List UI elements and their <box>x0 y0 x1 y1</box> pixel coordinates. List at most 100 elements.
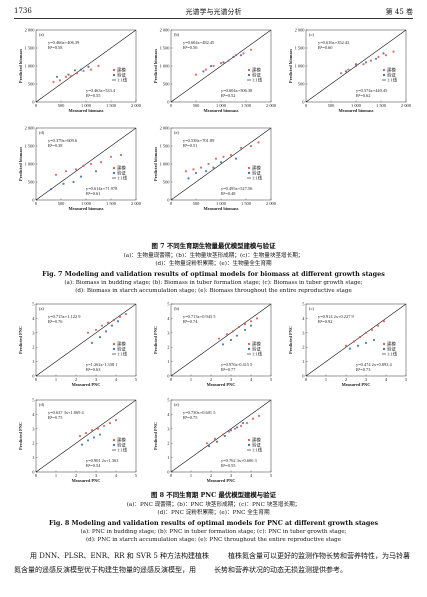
x-axis-label: Measured PNC <box>207 382 236 387</box>
point <box>369 59 373 62</box>
point <box>344 70 348 73</box>
figure-caption-en: Fig. 8 Modeling and validation results o… <box>48 519 379 527</box>
panel-label: (a) <box>39 32 44 37</box>
y-tick-label: 5 <box>302 302 305 307</box>
y-axis-label: Predicted PNC <box>153 326 158 354</box>
equation: R²=0.60 <box>318 45 333 50</box>
point <box>124 312 128 316</box>
legend-marker <box>247 166 251 170</box>
point <box>364 331 368 334</box>
x-axis-label: Measured biomass <box>69 108 104 113</box>
x-tick-label: 1 000 <box>216 201 227 206</box>
x-tick-label: 2 <box>210 377 212 382</box>
equation: R²=0.76 <box>48 319 63 324</box>
panel-label: (e) <box>174 402 179 407</box>
point <box>79 68 83 71</box>
point <box>249 320 253 323</box>
x-tick-label: 3 <box>95 473 98 478</box>
point <box>202 70 205 73</box>
equation: y=0.614x+71.978 <box>86 186 118 191</box>
point <box>214 157 218 160</box>
point <box>221 433 225 436</box>
legend-label: 建模 <box>387 67 396 74</box>
x-tick-label: 1 <box>325 377 327 382</box>
legend-label: 验证 <box>117 170 126 177</box>
point <box>98 433 102 436</box>
equation: y=0.538x+701.89 <box>183 138 215 143</box>
point <box>55 75 59 78</box>
point <box>184 170 188 173</box>
y-axis-label: Predicted biomass <box>18 147 23 181</box>
legend-marker <box>247 438 251 442</box>
point <box>86 331 90 334</box>
point <box>227 430 231 433</box>
point <box>116 320 120 323</box>
one-to-one-line <box>35 399 137 473</box>
one-to-one-line <box>170 303 272 377</box>
legend-label: 验证 <box>252 170 261 177</box>
y-tick-label: 4 <box>167 316 170 321</box>
x-tick-label: 0 <box>35 103 38 108</box>
legend-label: 建模 <box>117 165 126 172</box>
x-axis-label: Measured PNC <box>72 382 101 387</box>
x-tick-label: 1 500 <box>241 201 252 206</box>
point <box>75 72 79 75</box>
point <box>231 330 235 333</box>
x-axis-label: Measured biomass <box>204 108 239 113</box>
x-tick-label: 0 <box>170 201 173 206</box>
legend-label: 验证 <box>117 346 126 353</box>
legend-marker <box>382 347 386 351</box>
y-tick-label: 2 <box>167 345 169 350</box>
one-to-one-line <box>170 399 272 473</box>
point <box>204 170 208 173</box>
body-text: 植株氮含量可以更好的监测作物长势和营养特性，为马铃薯 <box>228 552 410 560</box>
point <box>344 344 348 347</box>
legend-label: 建模 <box>252 437 261 444</box>
legend-label: 验证 <box>117 442 126 449</box>
point <box>112 318 116 321</box>
legend-marker <box>112 68 116 72</box>
y-axis-label: Predicted PNC <box>288 326 293 354</box>
equation: R²=0.51 <box>183 143 197 148</box>
point <box>234 54 238 57</box>
point <box>352 340 356 343</box>
y-tick-label: 0 <box>167 198 170 203</box>
y-tick-label: 1 000 <box>25 162 36 167</box>
equation: R²=0.38 <box>48 143 63 148</box>
point <box>205 442 209 445</box>
point <box>384 54 388 57</box>
equation: y=0.495x+527.56 <box>221 186 253 191</box>
figure-subcaption-cn: (a)：PNC 现蕾期；(b)：PNC 块茎形成期；(c)：PNC 块茎增长期； <box>126 502 301 508</box>
point <box>382 320 386 323</box>
equation: R²=0.74 <box>183 319 198 324</box>
x-tick-label: 0 <box>35 473 38 478</box>
point <box>339 72 343 75</box>
point <box>79 175 83 178</box>
panel-label: (d) <box>39 402 45 407</box>
point <box>96 427 100 430</box>
panel-label: (c) <box>309 306 314 311</box>
point <box>229 338 233 342</box>
point <box>234 157 238 160</box>
y-axis-label: Predicted biomass <box>18 49 23 83</box>
point <box>237 325 241 329</box>
x-tick-label: 3 <box>365 377 368 382</box>
figure-caption-en: Fig. 7 Modeling and validation results o… <box>42 270 385 278</box>
figure-subcaption-cn: (a)：生物量现蕾期；(b)：生物量块茎形成期；(c)：生物量块茎增长期； <box>123 253 304 259</box>
y-tick-label: 2 000 <box>25 126 36 131</box>
x-tick-label: 5 <box>270 473 273 478</box>
plot-frame <box>35 303 137 377</box>
y-tick-label: 5 <box>167 302 170 307</box>
equation: y=0.466x+406.39 <box>48 40 80 45</box>
header-rule <box>14 18 413 19</box>
y-tick-label: 0 <box>302 100 305 105</box>
equation: R²=0.55 <box>221 463 236 468</box>
x-tick-label: 0 <box>170 377 173 382</box>
point <box>118 315 122 319</box>
point <box>213 437 217 440</box>
equation: y=0.762 3x+0.606 3 <box>221 458 257 463</box>
point <box>251 417 255 420</box>
legend-marker <box>112 347 116 351</box>
